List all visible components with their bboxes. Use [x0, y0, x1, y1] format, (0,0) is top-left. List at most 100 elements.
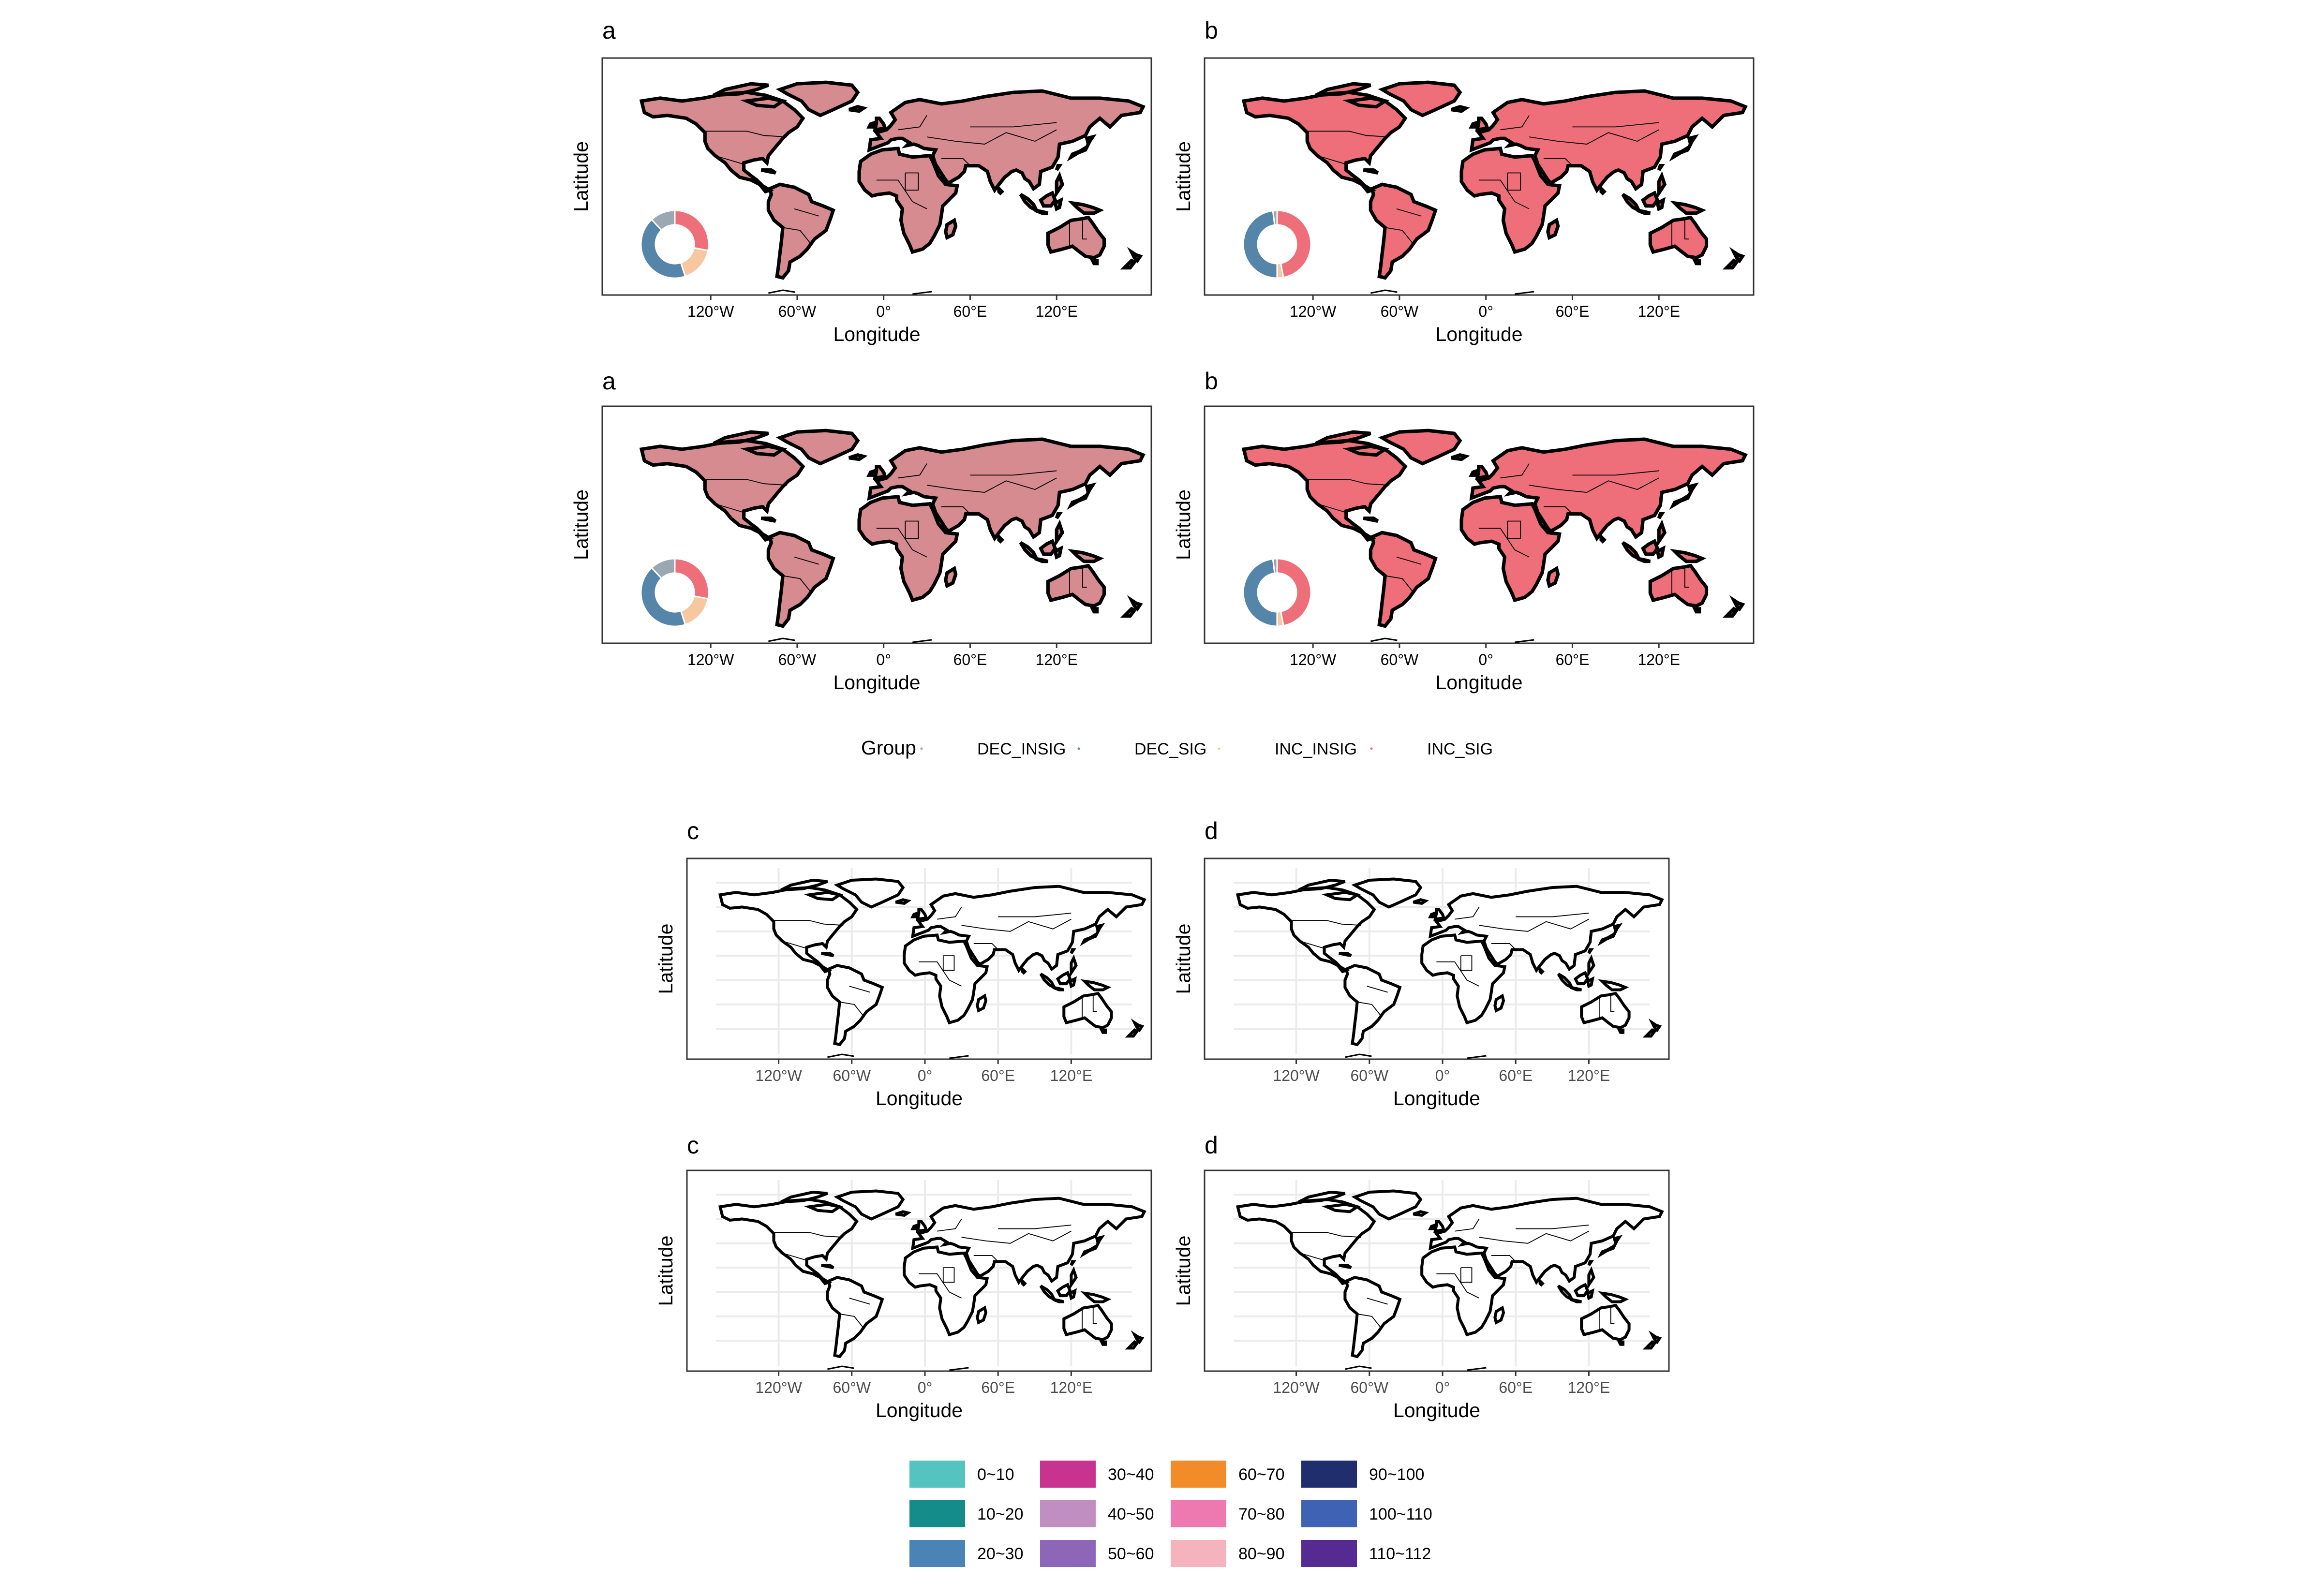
map-panel-a2: a 120°W 60°W 0° 60°E 120°E Longitude Latitude: [570, 368, 1152, 694]
donut-slice-dec-insig: [650, 209, 676, 231]
x-tick-label: 120°E: [1637, 303, 1680, 320]
x-tick-label: 60°E: [953, 651, 987, 668]
x-tick-label: 60°W: [1351, 1067, 1389, 1084]
x-axis-title: Longitude: [833, 671, 920, 694]
class-legend-swatch: [1171, 1461, 1226, 1488]
panel-label: d: [1205, 1132, 1218, 1159]
class-legend-label: 90~100: [1369, 1465, 1424, 1484]
group-legend-key: [1218, 747, 1221, 750]
x-tick-label: 120°W: [1290, 651, 1337, 668]
donut-slice-dec-sig: [640, 218, 686, 279]
x-tick-label: 120°W: [1273, 1379, 1320, 1396]
map-panel-b2: b 120°W 60°W 0° 60°E 120°E Longitude Latitude: [1172, 368, 1755, 694]
donut-slice-dec-sig: [640, 566, 686, 627]
country-borders: [1306, 116, 1689, 248]
group-legend: Group DEC_INSIG DEC_SIG INC_INSIG INC_SIG: [861, 737, 1493, 759]
class-legend-swatch: [1171, 1500, 1226, 1527]
donut-chart: [640, 209, 710, 279]
x-tick-label: 0°: [1478, 303, 1493, 320]
x-tick-label: 60°E: [1556, 303, 1590, 320]
group-legend-title: Group: [861, 737, 916, 759]
x-tick-label: 0°: [1435, 1067, 1450, 1084]
class-legend-label: 20~30: [977, 1545, 1024, 1563]
x-tick-label: 0°: [876, 651, 891, 668]
donut-slice-inc-sig: [1276, 209, 1312, 279]
x-tick-label: 60°E: [981, 1067, 1015, 1084]
class-legend-swatch: [1301, 1540, 1357, 1567]
x-tick-label: 120°W: [755, 1379, 802, 1396]
panel-label: c: [687, 817, 699, 844]
country-borders: [773, 907, 1097, 1019]
class-legend-swatch: [1040, 1461, 1096, 1488]
legends-root: Group DEC_INSIG DEC_SIG INC_INSIG INC_SIG 0~1…: [861, 737, 1493, 1567]
x-axis-title: Longitude: [1393, 1087, 1480, 1109]
x-tick-label: 120°E: [1050, 1379, 1093, 1396]
panel-label: b: [1205, 368, 1218, 395]
x-tick-label: 60°W: [778, 651, 817, 668]
x-tick-label: 120°E: [1568, 1379, 1610, 1396]
class-legend-swatch: [1040, 1540, 1096, 1567]
class-legend-swatch: [909, 1461, 965, 1488]
donut-slice-dec-sig: [1242, 209, 1278, 279]
x-tick-label: 60°W: [833, 1067, 871, 1084]
map-panel-c2: c 120°W 60°W 0° 60°E 120°E Longitude Latitude: [655, 1132, 1152, 1421]
class-legend-label: 10~20: [977, 1505, 1024, 1523]
x-tick-label: 0°: [1435, 1379, 1450, 1396]
x-tick-label: 0°: [1478, 651, 1493, 668]
y-axis-title: Latitude: [570, 489, 592, 560]
x-tick-label: 0°: [918, 1067, 933, 1084]
country-borders: [1290, 1219, 1614, 1331]
x-tick-label: 60°E: [981, 1379, 1015, 1396]
x-tick-label: 60°E: [1499, 1379, 1533, 1396]
country-borders: [1290, 907, 1614, 1019]
class-legend-label: 80~90: [1238, 1545, 1285, 1563]
x-tick-label: 120°W: [1273, 1067, 1320, 1084]
y-axis-title: Latitude: [1172, 489, 1194, 560]
x-axis-title: Longitude: [1435, 671, 1522, 694]
donut-chart: [1242, 209, 1312, 279]
x-tick-label: 120°W: [687, 651, 734, 668]
donut-slice-dec-insig: [1272, 209, 1278, 226]
donut-slice-dec-insig: [650, 558, 676, 579]
class-legend-label: 40~50: [1108, 1505, 1154, 1523]
x-tick-label: 0°: [918, 1379, 933, 1396]
panel-label: a: [602, 368, 616, 395]
map-panel-d2: d 120°W 60°W 0° 60°E 120°E Longitude Latitude: [1172, 1132, 1670, 1421]
group-legend-key: [1077, 747, 1080, 750]
panel-label: c: [687, 1132, 699, 1159]
class-legend-label: 50~60: [1108, 1545, 1154, 1563]
donut-slice-dec-sig: [1242, 558, 1278, 627]
x-axis-title: Longitude: [876, 1087, 963, 1109]
x-tick-label: 120°E: [1568, 1067, 1610, 1084]
class-legend-swatch: [909, 1540, 965, 1567]
y-axis-title: Latitude: [655, 924, 677, 994]
x-tick-label: 60°E: [1556, 651, 1590, 668]
class-legend-swatch: [1301, 1461, 1357, 1488]
class-legend-swatch: [1301, 1500, 1357, 1527]
class-legend: 0~10 10~20 20~30 30~40 40~50 50~60 60~70 70~80 8…: [909, 1461, 1432, 1567]
x-tick-label: 120°W: [1290, 303, 1337, 320]
panel-label: a: [602, 17, 616, 44]
y-axis-title: Latitude: [655, 1236, 677, 1306]
group-legend-label: DEC_INSIG: [977, 740, 1066, 758]
class-legend-label: 0~10: [977, 1465, 1014, 1484]
class-legend-label: 70~80: [1238, 1505, 1285, 1523]
x-tick-label: 60°E: [1499, 1067, 1533, 1084]
donut-chart: [640, 558, 710, 627]
x-tick-label: 60°E: [953, 303, 987, 320]
x-tick-label: 60°W: [1381, 303, 1419, 320]
panel-label: d: [1205, 817, 1218, 844]
x-tick-label: 60°W: [1351, 1379, 1389, 1396]
y-axis-title: Latitude: [570, 141, 592, 212]
x-axis-title: Longitude: [1435, 323, 1522, 345]
panels-root: a 120°W 60°W 0° 60°E 120°E Longitude Latitude b 1…: [570, 17, 1755, 1421]
class-legend-label: 30~40: [1108, 1465, 1154, 1484]
x-tick-label: 60°W: [833, 1379, 871, 1396]
donut-chart: [1242, 558, 1312, 627]
group-legend-label: INC_SIG: [1427, 740, 1493, 758]
y-axis-title: Latitude: [1172, 141, 1194, 212]
class-legend-swatch: [909, 1500, 965, 1527]
country-borders: [703, 116, 1087, 248]
panel-label: b: [1205, 17, 1218, 44]
